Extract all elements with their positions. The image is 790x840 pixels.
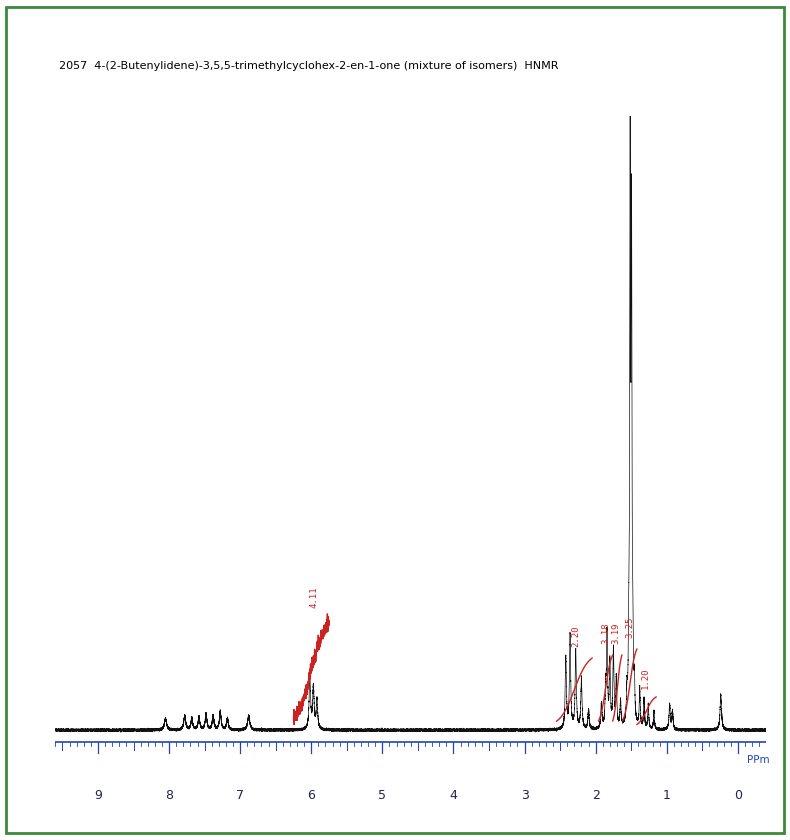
Text: 3.18: 3.18 — [602, 622, 611, 644]
Text: 3.25: 3.25 — [626, 616, 634, 638]
Text: 3.19: 3.19 — [611, 622, 621, 644]
Text: 4.11: 4.11 — [310, 587, 318, 608]
Text: PPm: PPm — [747, 754, 769, 764]
Text: 2057  4-(2-Butenylidene)-3,5,5-trimethylcyclohex-2-en-1-one (mixture of isomers): 2057 4-(2-Butenylidene)-3,5,5-trimethylc… — [59, 61, 559, 71]
Text: 2.20: 2.20 — [571, 626, 580, 648]
Text: 1.20: 1.20 — [641, 668, 650, 690]
